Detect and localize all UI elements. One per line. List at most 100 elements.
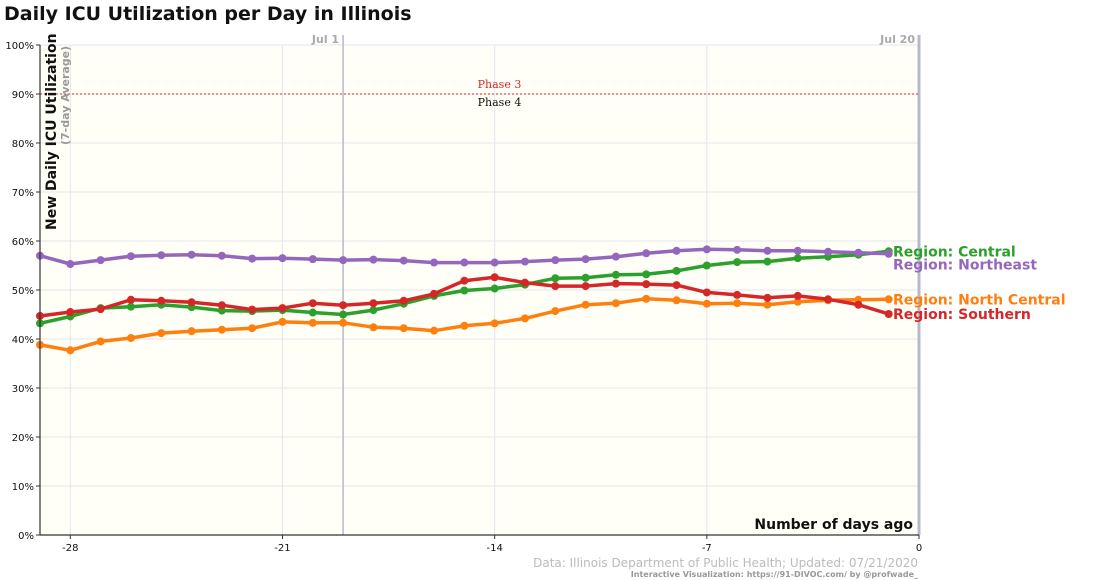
credit: Interactive Visualization: https://91-DI… bbox=[631, 570, 918, 579]
data-point bbox=[96, 256, 105, 265]
data-point bbox=[460, 321, 469, 330]
series-end-label: Region: North Central bbox=[893, 292, 1066, 308]
data-point bbox=[490, 284, 499, 293]
series-end-label: Region: Southern bbox=[893, 307, 1031, 323]
data-point bbox=[581, 282, 590, 291]
data-point bbox=[248, 324, 257, 333]
data-point bbox=[854, 300, 863, 309]
data-point bbox=[248, 254, 257, 263]
data-point bbox=[581, 255, 590, 264]
y-tick-label: 10% bbox=[12, 482, 34, 493]
data-point bbox=[369, 299, 378, 308]
y-tick-label: 70% bbox=[12, 188, 34, 199]
data-point bbox=[793, 254, 802, 263]
y-tick-label: 80% bbox=[12, 139, 34, 150]
date-marker-label: Jul 20 bbox=[879, 33, 915, 46]
data-point bbox=[369, 323, 378, 332]
data-point bbox=[187, 250, 196, 259]
data-point bbox=[490, 319, 499, 328]
y-tick-label: 30% bbox=[12, 384, 34, 395]
series-end-label: Region: Central bbox=[893, 244, 1016, 260]
data-point bbox=[278, 304, 287, 313]
data-point bbox=[460, 286, 469, 295]
data-point bbox=[157, 296, 166, 305]
data-point bbox=[824, 247, 833, 256]
data-point bbox=[733, 258, 742, 267]
x-axis-label: Number of days ago bbox=[754, 517, 913, 533]
data-point bbox=[551, 256, 560, 265]
data-point bbox=[96, 305, 105, 314]
data-point bbox=[702, 245, 711, 254]
markers: Jul 1 Jul 20 Phase 3 Phase 4 bbox=[40, 33, 921, 535]
data-point bbox=[66, 346, 75, 355]
data-point bbox=[854, 248, 863, 257]
data-point bbox=[702, 288, 711, 297]
data-point bbox=[490, 258, 499, 267]
data-point bbox=[642, 270, 651, 279]
data-point bbox=[339, 301, 348, 310]
x-tick-label: -14 bbox=[486, 543, 502, 554]
data-point bbox=[520, 314, 529, 323]
data-point bbox=[672, 266, 681, 275]
data-point bbox=[308, 299, 317, 308]
data-point bbox=[733, 290, 742, 299]
x-tick-label: -28 bbox=[62, 543, 78, 554]
data-point bbox=[733, 245, 742, 254]
data-point bbox=[187, 327, 196, 336]
data-point bbox=[460, 258, 469, 267]
data-point bbox=[551, 307, 560, 316]
x-tick-label: 0 bbox=[916, 543, 922, 554]
data-point bbox=[217, 251, 226, 260]
data-point bbox=[581, 273, 590, 282]
phase-label-above: Phase 3 bbox=[478, 78, 522, 91]
data-point bbox=[430, 258, 439, 267]
y-tick-label: 20% bbox=[12, 433, 34, 444]
data-point bbox=[672, 246, 681, 255]
chart-title: Daily ICU Utilization per Day in Illinoi… bbox=[4, 3, 412, 25]
data-point bbox=[793, 297, 802, 306]
y-tick-label: 90% bbox=[12, 90, 34, 101]
data-point bbox=[611, 299, 620, 308]
data-point bbox=[157, 329, 166, 338]
data-point bbox=[126, 302, 135, 311]
data-point bbox=[520, 257, 529, 266]
data-point bbox=[339, 310, 348, 319]
data-point bbox=[248, 305, 257, 314]
data-point bbox=[642, 280, 651, 289]
data-point bbox=[763, 300, 772, 309]
phase-label-below: Phase 4 bbox=[478, 96, 522, 109]
data-point bbox=[157, 251, 166, 260]
y-tick-label: 50% bbox=[12, 286, 34, 297]
data-source: Data: Illinois Department of Public Heal… bbox=[533, 556, 918, 570]
data-point bbox=[369, 255, 378, 264]
data-point bbox=[551, 282, 560, 291]
data-point bbox=[66, 260, 75, 269]
data-point bbox=[793, 246, 802, 255]
data-point bbox=[702, 261, 711, 270]
data-point bbox=[611, 252, 620, 261]
data-point bbox=[884, 295, 893, 304]
data-point bbox=[581, 300, 590, 309]
data-point bbox=[217, 325, 226, 334]
data-point bbox=[490, 273, 499, 282]
data-point bbox=[884, 310, 893, 319]
y-tick-label: 0% bbox=[18, 531, 34, 542]
data-point bbox=[824, 295, 833, 304]
data-point bbox=[308, 318, 317, 327]
data-point bbox=[702, 299, 711, 308]
x-tick-label: -21 bbox=[274, 543, 290, 554]
data-point bbox=[126, 252, 135, 261]
data-point bbox=[399, 256, 408, 265]
data-point bbox=[187, 298, 196, 307]
data-point bbox=[642, 249, 651, 258]
data-point bbox=[339, 256, 348, 265]
y-axis-label: New Daily ICU Utilization bbox=[44, 33, 60, 230]
data-point bbox=[611, 279, 620, 288]
data-point bbox=[672, 281, 681, 290]
data-point bbox=[126, 295, 135, 304]
data-point bbox=[217, 301, 226, 310]
data-point bbox=[793, 291, 802, 300]
data-point bbox=[430, 289, 439, 298]
